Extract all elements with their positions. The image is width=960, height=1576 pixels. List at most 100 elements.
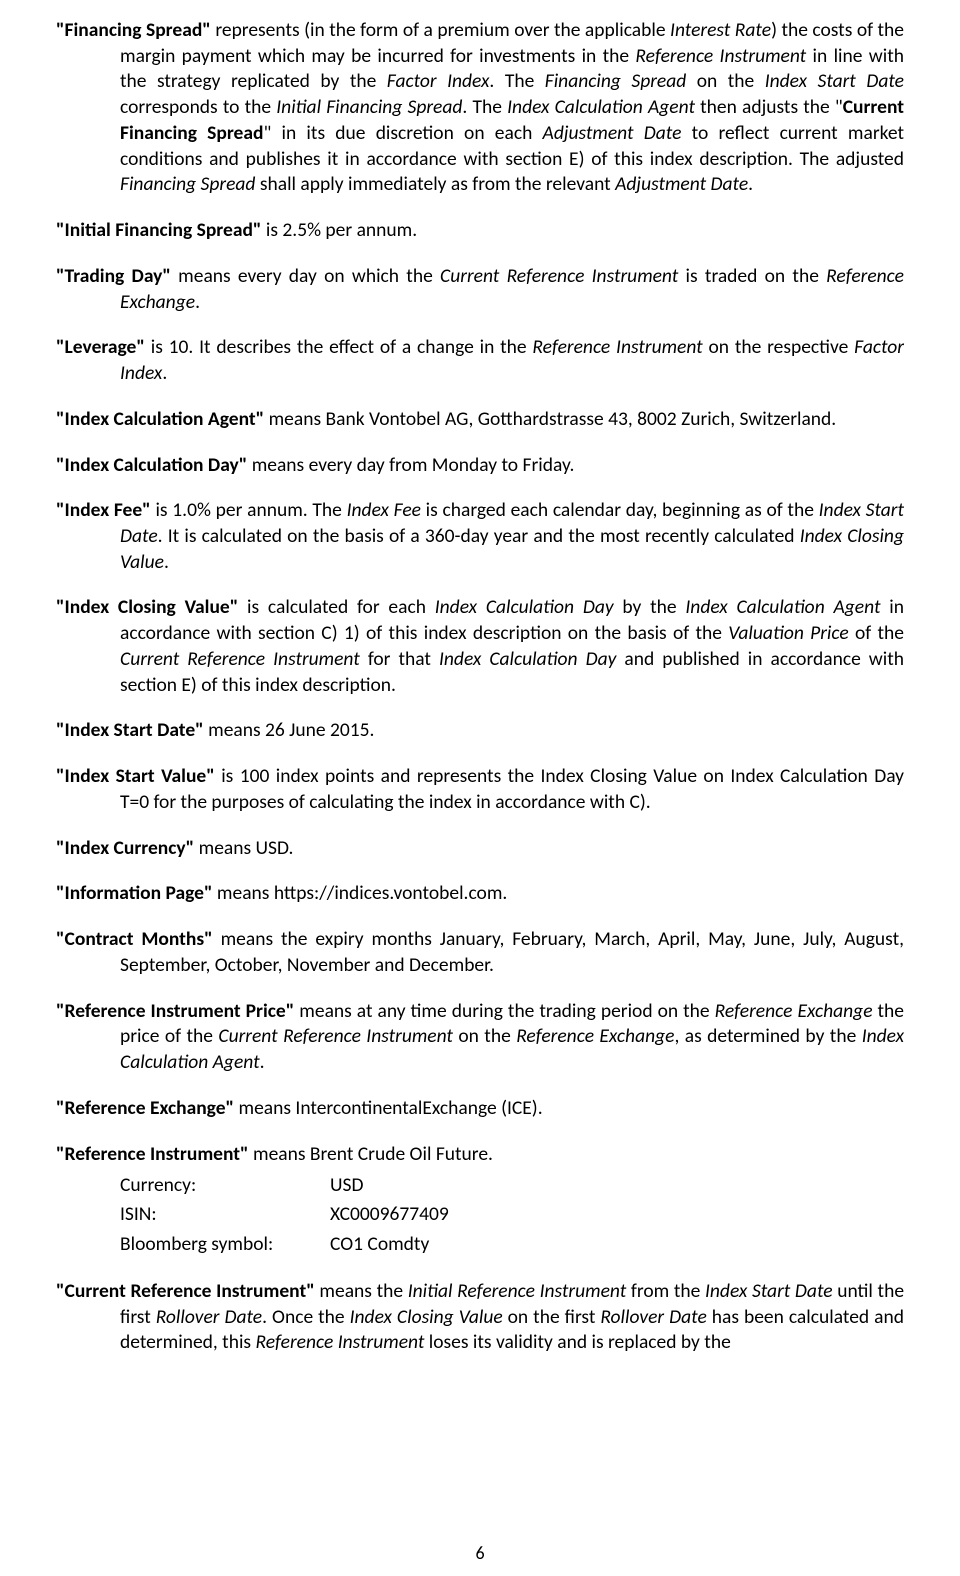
text: on the bbox=[453, 1024, 516, 1048]
text: is 10. It describes the effect of a chan… bbox=[145, 335, 533, 359]
text: is 1.0% per annum. The bbox=[151, 498, 347, 522]
italic: Initial Reference Instrument bbox=[408, 1279, 627, 1303]
def-index-calculation-agent: "Index Calculation Agent" means Bank Von… bbox=[56, 407, 904, 433]
text: means USD. bbox=[194, 836, 293, 860]
text: is charged each calendar day, beginning … bbox=[421, 498, 819, 522]
text: is traded on the bbox=[678, 264, 826, 288]
text: for that bbox=[360, 647, 439, 671]
def-reference-instrument-price: "Reference Instrument Price" means at an… bbox=[56, 999, 904, 1076]
text: . The bbox=[462, 95, 507, 119]
text: means 26 June 2015. bbox=[204, 718, 375, 742]
term: "Initial Financing Spread" bbox=[56, 218, 261, 242]
term: "Index Fee" bbox=[56, 498, 151, 522]
text: means Brent Crude Oil Future. bbox=[249, 1142, 493, 1166]
italic: Index Calculation Agent bbox=[507, 95, 695, 119]
italic: Reference Instrument bbox=[635, 44, 806, 68]
def-information-page: "Information Page" means https://indices… bbox=[56, 881, 904, 907]
value-bloomberg: CO1 Comdty bbox=[330, 1230, 904, 1259]
text: on the first bbox=[503, 1305, 601, 1329]
text: . bbox=[748, 172, 753, 196]
italic: Valuation Price bbox=[728, 621, 848, 645]
italic: Rollover Date bbox=[156, 1305, 262, 1329]
def-current-reference-instrument: "Current Reference Instrument" means the… bbox=[56, 1279, 904, 1356]
text: from the bbox=[626, 1279, 705, 1303]
text: represents (in the form of a premium ove… bbox=[211, 18, 670, 42]
table-row: Currency: USD bbox=[120, 1171, 904, 1200]
table-row: Bloomberg symbol: CO1 Comdty bbox=[120, 1230, 904, 1259]
text: by the bbox=[614, 595, 686, 619]
text: means IntercontinentalExchange (ICE). bbox=[234, 1096, 543, 1120]
text: . bbox=[260, 1050, 265, 1074]
italic: Adjustment Date bbox=[615, 172, 748, 196]
italic: Interest Rate bbox=[670, 18, 771, 42]
text: on the respective bbox=[703, 335, 854, 359]
text: means the expiry months January, Februar… bbox=[120, 927, 904, 977]
text: . bbox=[164, 550, 169, 574]
term: "Reference Instrument" bbox=[56, 1142, 249, 1166]
italic: Index Start Date bbox=[765, 69, 904, 93]
def-index-calculation-day: "Index Calculation Day" means every day … bbox=[56, 453, 904, 479]
def-index-currency: "Index Currency" means USD. bbox=[56, 836, 904, 862]
text: means at any time during the trading per… bbox=[294, 999, 714, 1023]
text: . bbox=[162, 361, 167, 385]
text: means every day on which the bbox=[171, 264, 440, 288]
term: "Index Start Value" bbox=[56, 764, 215, 788]
label-currency: Currency: bbox=[120, 1171, 330, 1200]
def-index-start-date: "Index Start Date" means 26 June 2015. bbox=[56, 718, 904, 744]
italic: Index Closing Value bbox=[350, 1305, 503, 1329]
italic: Index Start Date bbox=[705, 1279, 833, 1303]
italic: Rollover Date bbox=[600, 1305, 706, 1329]
term: "Reference Instrument Price" bbox=[56, 999, 294, 1023]
label-isin: ISIN: bbox=[120, 1200, 330, 1229]
term: "Information Page" bbox=[56, 881, 213, 905]
def-initial-financing-spread: "Initial Financing Spread" is 2.5% per a… bbox=[56, 218, 904, 244]
text: corresponds to the bbox=[120, 95, 276, 119]
text: . Once the bbox=[262, 1305, 349, 1329]
text: is 2.5% per annum. bbox=[261, 218, 417, 242]
italic: Index Fee bbox=[347, 498, 421, 522]
italic: Adjustment Date bbox=[543, 121, 682, 145]
value-isin: XC0009677409 bbox=[330, 1200, 904, 1229]
def-financing-spread: "Financing Spread" represents (in the fo… bbox=[56, 18, 904, 198]
text: on the bbox=[686, 69, 764, 93]
term: "Contract Months" bbox=[56, 927, 213, 951]
def-index-start-value: "Index Start Value" is 100 index points … bbox=[56, 764, 904, 815]
def-index-closing-value: "Index Closing Value" is calculated for … bbox=[56, 595, 904, 698]
def-index-fee: "Index Fee" is 1.0% per annum. The Index… bbox=[56, 498, 904, 575]
italic: Index Calculation Day bbox=[439, 647, 616, 671]
text: means https://indices.vontobel.com. bbox=[213, 881, 508, 905]
italic: Index Calculation Agent bbox=[685, 595, 880, 619]
term: "Index Calculation Day" bbox=[56, 453, 247, 477]
text: . bbox=[195, 290, 200, 314]
italic: Reference Exchange bbox=[715, 999, 873, 1023]
italic: Current Reference Instrument bbox=[120, 647, 360, 671]
text: . It is calculated on the basis of a 360… bbox=[158, 524, 800, 548]
def-leverage: "Leverage" is 10. It describes the effec… bbox=[56, 335, 904, 386]
text: means Bank Vontobel AG, Gotthardstrasse … bbox=[264, 407, 836, 431]
text: , as determined by the bbox=[674, 1024, 861, 1048]
italic: Reference Instrument bbox=[532, 335, 702, 359]
text: of the bbox=[849, 621, 904, 645]
term: "Index Start Date" bbox=[56, 718, 204, 742]
document-page: "Financing Spread" represents (in the fo… bbox=[0, 0, 960, 1576]
term: "Reference Exchange" bbox=[56, 1096, 234, 1120]
term: "Financing Spread" bbox=[56, 18, 211, 42]
term: "Index Closing Value" bbox=[56, 595, 238, 619]
page-number: 6 bbox=[0, 1542, 960, 1564]
term: "Current Reference Instrument" bbox=[56, 1279, 315, 1303]
def-trading-day: "Trading Day" means every day on which t… bbox=[56, 264, 904, 315]
text: means the bbox=[315, 1279, 408, 1303]
italic: Reference Instrument bbox=[255, 1330, 424, 1354]
italic: Current Reference Instrument bbox=[218, 1024, 453, 1048]
def-reference-instrument: "Reference Instrument" means Brent Crude… bbox=[56, 1142, 904, 1168]
italic: Initial Financing Spread bbox=[276, 95, 462, 119]
value-currency: USD bbox=[330, 1171, 904, 1200]
italic: Financing Spread bbox=[120, 172, 255, 196]
italic: Factor Index bbox=[387, 69, 490, 93]
term: "Leverage" bbox=[56, 335, 145, 359]
italic: Current Reference Instrument bbox=[440, 264, 678, 288]
text: loses its validity and is replaced by th… bbox=[424, 1330, 730, 1354]
def-contract-months: "Contract Months" means the expiry month… bbox=[56, 927, 904, 978]
text: then adjusts the " bbox=[695, 95, 843, 119]
table-row: ISIN: XC0009677409 bbox=[120, 1200, 904, 1229]
